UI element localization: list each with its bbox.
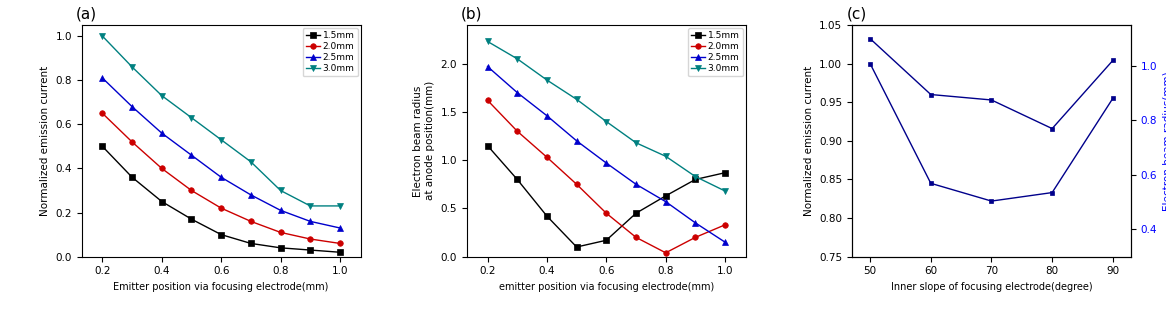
2.0mm <box>244 219 258 223</box>
Y-axis label: Electron beam radius(mm): Electron beam radius(mm) <box>1163 71 1166 211</box>
1.5mm <box>333 250 347 254</box>
3.0mm <box>718 189 732 193</box>
3.0mm <box>599 120 613 123</box>
3.0mm <box>303 204 317 208</box>
3.0mm <box>155 94 169 98</box>
2.5mm <box>570 139 584 143</box>
2.0mm <box>599 211 613 215</box>
2.0mm <box>480 98 494 102</box>
2.5mm <box>688 221 702 225</box>
2.0mm <box>540 155 554 159</box>
2.0mm <box>184 189 198 192</box>
1.5mm <box>215 233 229 237</box>
2.0mm <box>628 235 642 239</box>
2.5mm <box>274 208 288 212</box>
2.5mm <box>333 226 347 230</box>
1.5mm <box>599 239 613 242</box>
3.0mm <box>274 189 288 192</box>
2.0mm <box>718 223 732 227</box>
3.0mm <box>570 97 584 101</box>
2.5mm <box>511 91 525 95</box>
2.5mm <box>718 240 732 244</box>
Legend: 1.5mm, 2.0mm, 2.5mm, 3.0mm: 1.5mm, 2.0mm, 2.5mm, 3.0mm <box>688 28 743 76</box>
2.0mm <box>570 182 584 186</box>
Text: (b): (b) <box>462 7 483 22</box>
1.5mm <box>570 245 584 249</box>
3.0mm <box>244 160 258 164</box>
1.5mm <box>244 242 258 245</box>
X-axis label: Emitter position via focusing electrode(mm): Emitter position via focusing electrode(… <box>113 282 329 292</box>
2.5mm <box>244 193 258 197</box>
2.5mm <box>96 76 110 80</box>
Line: 2.5mm: 2.5mm <box>99 75 343 231</box>
2.0mm <box>511 129 525 133</box>
3.0mm <box>184 116 198 120</box>
2.0mm <box>659 251 673 255</box>
2.0mm <box>96 111 110 115</box>
3.0mm <box>540 78 554 82</box>
X-axis label: emitter position via focusing electrode(mm): emitter position via focusing electrode(… <box>499 282 714 292</box>
1.5mm <box>125 175 139 179</box>
Y-axis label: Electron beam radius
at anode position(mm): Electron beam radius at anode position(m… <box>413 81 435 200</box>
1.5mm <box>511 177 525 181</box>
2.5mm <box>540 114 554 118</box>
2.5mm <box>125 105 139 109</box>
X-axis label: Inner slope of focusing electrode(degree): Inner slope of focusing electrode(degree… <box>891 282 1093 292</box>
2.0mm <box>155 167 169 170</box>
1.5mm <box>155 200 169 203</box>
Line: 3.0mm: 3.0mm <box>99 33 343 209</box>
Legend: 1.5mm, 2.0mm, 2.5mm, 3.0mm: 1.5mm, 2.0mm, 2.5mm, 3.0mm <box>303 28 358 76</box>
Line: 2.0mm: 2.0mm <box>99 110 343 246</box>
2.5mm <box>303 219 317 223</box>
1.5mm <box>659 194 673 198</box>
3.0mm <box>215 138 229 141</box>
2.0mm <box>215 206 229 210</box>
3.0mm <box>96 34 110 38</box>
Y-axis label: Normalized emission current: Normalized emission current <box>803 66 814 216</box>
3.0mm <box>659 154 673 158</box>
3.0mm <box>628 141 642 145</box>
2.0mm <box>333 242 347 245</box>
2.5mm <box>599 161 613 165</box>
1.5mm <box>540 214 554 218</box>
Text: (c): (c) <box>847 7 866 22</box>
2.5mm <box>659 200 673 203</box>
3.0mm <box>480 39 494 43</box>
3.0mm <box>333 204 347 208</box>
Line: 1.5mm: 1.5mm <box>99 144 343 255</box>
1.5mm <box>274 246 288 250</box>
3.0mm <box>125 65 139 69</box>
2.0mm <box>303 237 317 241</box>
2.5mm <box>184 153 198 157</box>
1.5mm <box>688 177 702 181</box>
1.5mm <box>628 211 642 215</box>
1.5mm <box>184 217 198 221</box>
2.5mm <box>628 182 642 186</box>
Line: 2.5mm: 2.5mm <box>485 64 728 245</box>
Y-axis label: Normalized emission current: Normalized emission current <box>40 66 50 216</box>
Line: 2.0mm: 2.0mm <box>485 98 728 256</box>
1.5mm <box>96 145 110 148</box>
1.5mm <box>303 248 317 252</box>
2.0mm <box>274 230 288 234</box>
2.0mm <box>125 140 139 144</box>
2.5mm <box>480 65 494 69</box>
Text: (a): (a) <box>76 7 97 22</box>
3.0mm <box>511 57 525 61</box>
Line: 1.5mm: 1.5mm <box>485 143 728 250</box>
2.5mm <box>155 131 169 135</box>
Line: 3.0mm: 3.0mm <box>485 39 728 194</box>
3.0mm <box>688 175 702 178</box>
2.5mm <box>215 175 229 179</box>
1.5mm <box>718 171 732 175</box>
2.0mm <box>688 235 702 239</box>
1.5mm <box>480 144 494 147</box>
